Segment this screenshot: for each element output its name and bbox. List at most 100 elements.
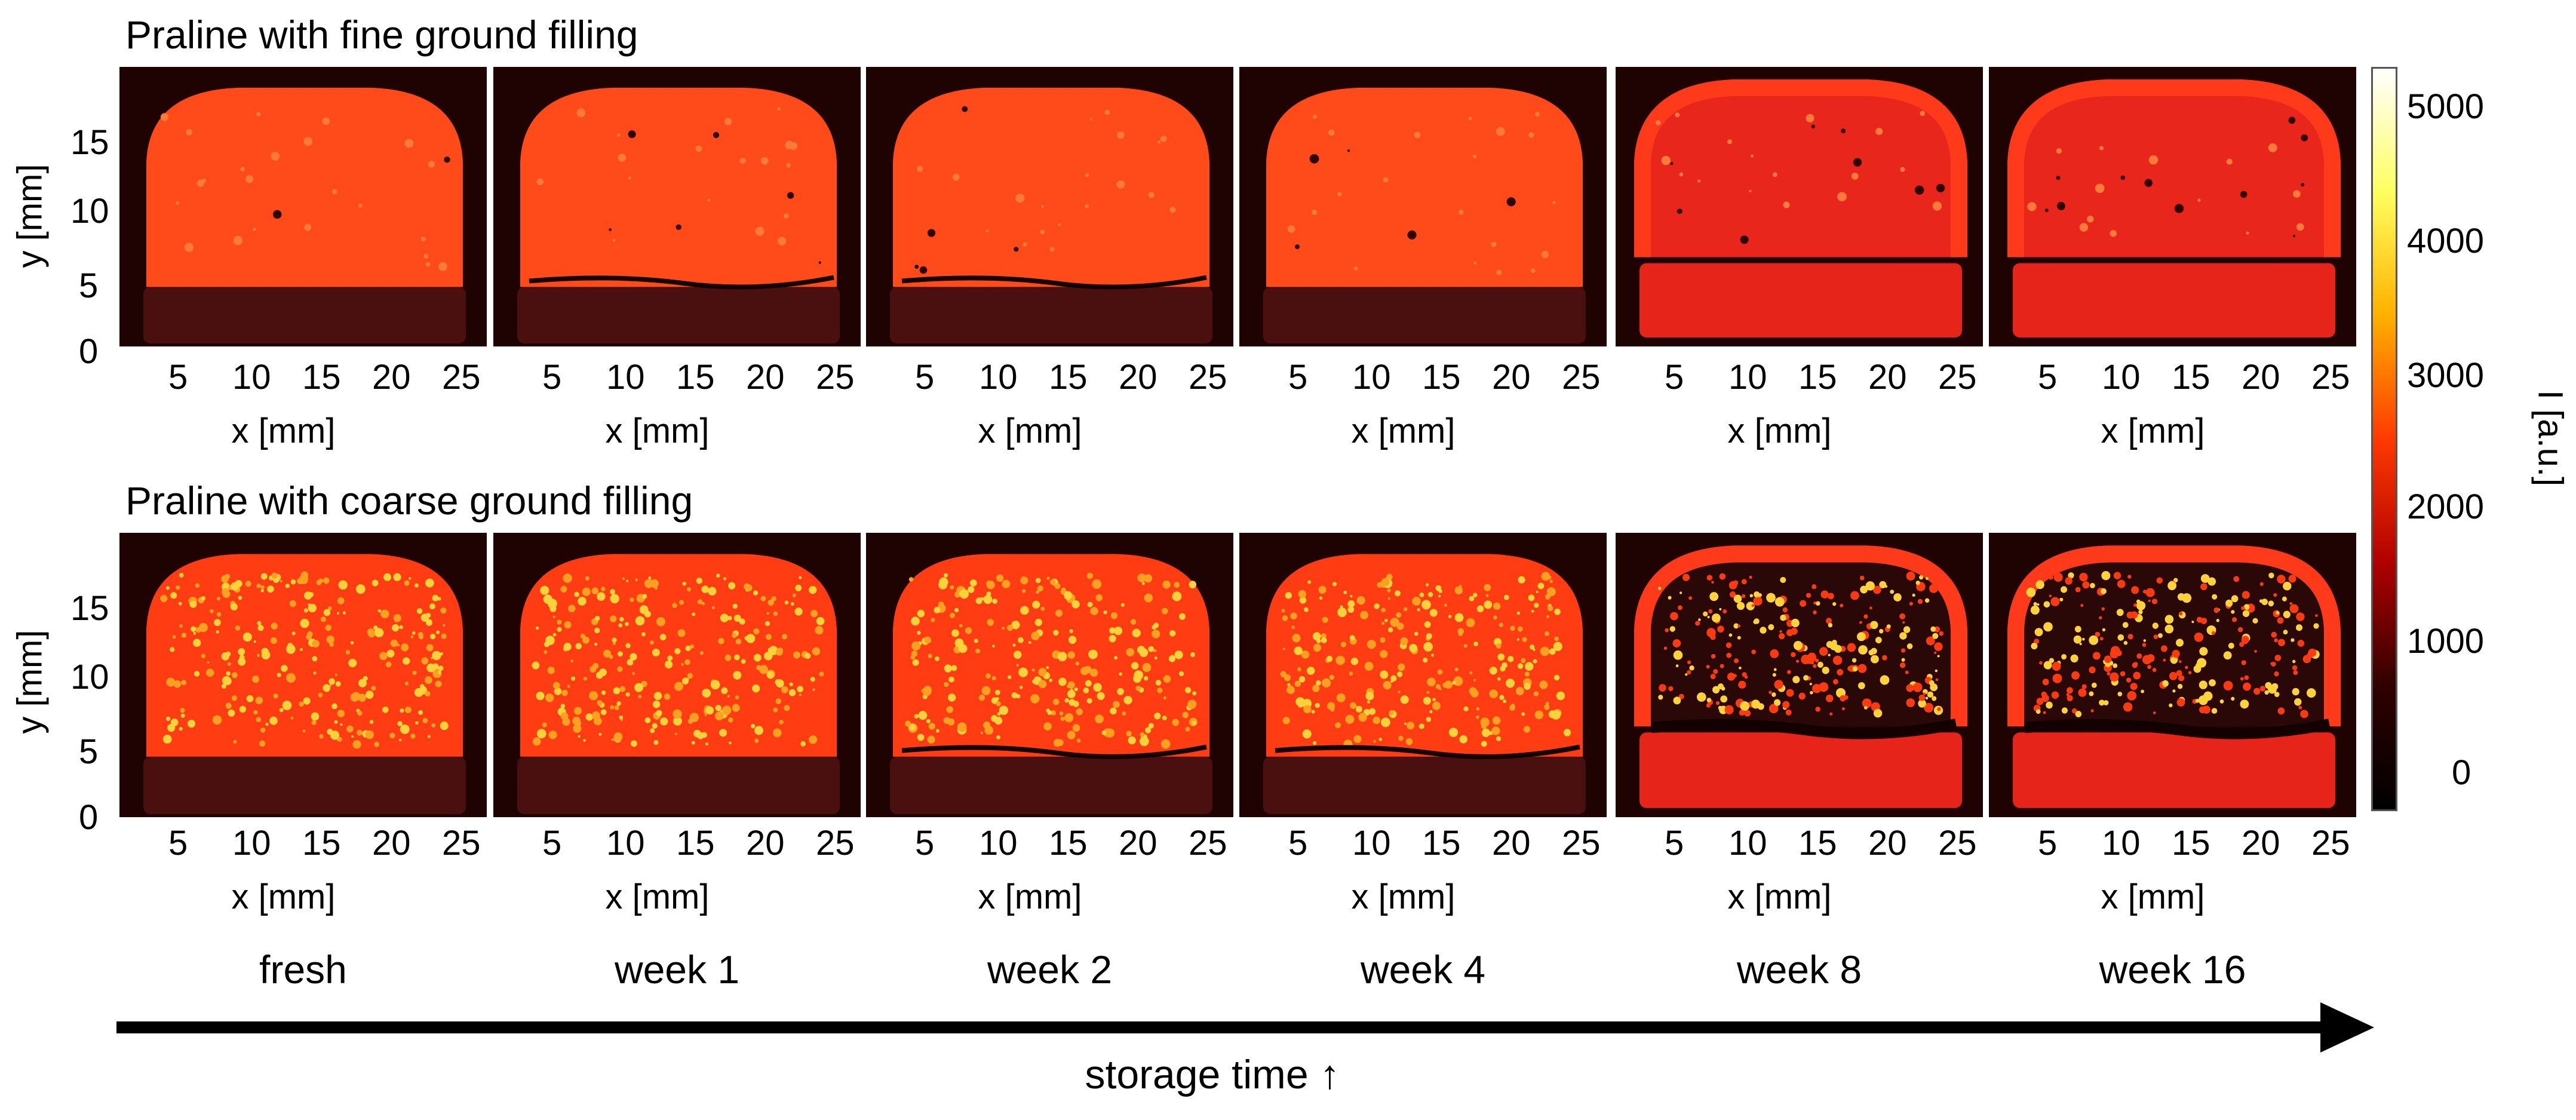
x-tick: 20: [372, 358, 411, 397]
x-axis-label: x [mm]: [2101, 412, 2205, 450]
praline-image: [1616, 67, 1983, 346]
y-axis-label-row2: y [mm]: [10, 630, 50, 734]
x-tick: 10: [606, 824, 645, 863]
praline-image: [1989, 67, 2356, 346]
x-tick: 15: [1798, 358, 1837, 397]
x-axis-label: x [mm]: [231, 412, 336, 450]
x-tick: 15: [2172, 824, 2210, 863]
x-tick: 5: [915, 824, 935, 863]
y-tick-row1: 10: [70, 192, 109, 231]
x-tick: 15: [2172, 358, 2210, 397]
x-tick: 5: [915, 358, 935, 397]
praline-image: [866, 67, 1233, 346]
x-tick: 20: [1492, 824, 1531, 863]
x-tick: 20: [1868, 824, 1907, 863]
x-tick: 5: [2038, 358, 2058, 397]
x-tick: 15: [1422, 358, 1461, 397]
x-tick: 5: [168, 824, 188, 863]
x-tick: 5: [2038, 824, 2058, 863]
x-tick: 10: [232, 358, 271, 397]
x-tick: 20: [2242, 358, 2280, 397]
colorbar-tick: 2000: [2407, 487, 2485, 526]
x-tick: 5: [1665, 824, 1684, 863]
y-tick-row2: 0: [79, 798, 99, 837]
x-tick: 5: [1288, 824, 1308, 863]
y-tick-row1: 0: [79, 332, 99, 371]
praline-image: [119, 67, 487, 346]
praline-image: [1239, 533, 1607, 817]
praline-image: [1989, 533, 2356, 817]
x-tick: 15: [676, 824, 715, 863]
x-tick: 10: [1728, 824, 1767, 863]
row-title-coarse: Praline with coarse ground filling: [125, 478, 693, 523]
x-axis-label: x [mm]: [978, 877, 1082, 916]
x-axis-label: x [mm]: [231, 877, 336, 916]
x-tick: 25: [2311, 824, 2350, 863]
x-tick: 15: [302, 358, 341, 397]
x-tick: 10: [232, 824, 271, 863]
x-tick: 20: [746, 358, 785, 397]
praline-image: [1616, 533, 1983, 817]
x-tick: 10: [2102, 824, 2141, 863]
x-tick: 25: [442, 358, 481, 397]
x-tick: 20: [746, 824, 785, 863]
week-label: week 8: [1736, 947, 1862, 992]
x-tick: 15: [1798, 824, 1837, 863]
y-tick-row2: 10: [70, 658, 109, 696]
storage-time-arrow: [116, 1002, 2374, 1053]
x-axis-label: x [mm]: [2101, 877, 2205, 916]
x-tick: 15: [1049, 358, 1088, 397]
x-tick: 10: [1728, 358, 1767, 397]
colorbar-label: I [a.u.]: [2531, 389, 2570, 487]
x-tick: 10: [979, 824, 1018, 863]
x-axis-label: x [mm]: [1351, 412, 1456, 450]
y-tick-row1: 5: [79, 266, 99, 305]
y-tick-row1: 15: [70, 123, 109, 162]
week-label: week 2: [987, 947, 1113, 992]
week-label: fresh: [259, 947, 347, 992]
x-axis-label: x [mm]: [1727, 877, 1832, 916]
colorbar-tick: 3000: [2407, 356, 2485, 395]
x-tick: 20: [1492, 358, 1531, 397]
x-tick: 25: [816, 824, 855, 863]
x-tick: 20: [1119, 824, 1157, 863]
praline-image: [493, 67, 861, 346]
x-tick: 5: [1288, 358, 1308, 397]
x-axis-label: x [mm]: [605, 877, 710, 916]
x-tick: 20: [1119, 358, 1157, 397]
x-tick: 5: [542, 824, 562, 863]
x-tick: 5: [542, 358, 562, 397]
week-label: week 4: [1360, 947, 1486, 992]
x-tick: 20: [1868, 358, 1907, 397]
colorbar-tick: 5000: [2407, 87, 2485, 126]
x-tick: 10: [606, 358, 645, 397]
x-tick: 25: [1562, 824, 1601, 863]
x-tick: 25: [1189, 824, 1227, 863]
colorbar-tick: 4000: [2407, 222, 2485, 260]
x-tick: 5: [168, 358, 188, 397]
x-tick: 10: [1352, 824, 1391, 863]
x-tick: 20: [2242, 824, 2280, 863]
x-tick: 10: [1352, 358, 1391, 397]
y-axis-label-row1: y [mm]: [10, 164, 50, 268]
week-label: week 1: [614, 947, 740, 992]
y-tick-row2: 5: [79, 732, 99, 771]
row-title-fine: Praline with fine ground filling: [125, 13, 638, 57]
x-tick: 20: [372, 824, 411, 863]
x-tick: 15: [302, 824, 341, 863]
x-tick: 10: [979, 358, 1018, 397]
colorbar: [2371, 67, 2397, 811]
storage-time-label: storage time ↑: [1085, 1052, 1340, 1097]
x-tick: 25: [1189, 358, 1227, 397]
x-tick: 25: [1938, 824, 1977, 863]
x-tick: 5: [1665, 358, 1684, 397]
x-tick: 25: [816, 358, 855, 397]
x-tick: 25: [2311, 358, 2350, 397]
x-axis-label: x [mm]: [605, 412, 710, 450]
y-tick-row2: 15: [70, 589, 109, 628]
x-axis-label: x [mm]: [1351, 877, 1456, 916]
x-tick: 25: [1938, 358, 1977, 397]
x-tick: 10: [2102, 358, 2141, 397]
colorbar-tick: 1000: [2407, 622, 2485, 661]
